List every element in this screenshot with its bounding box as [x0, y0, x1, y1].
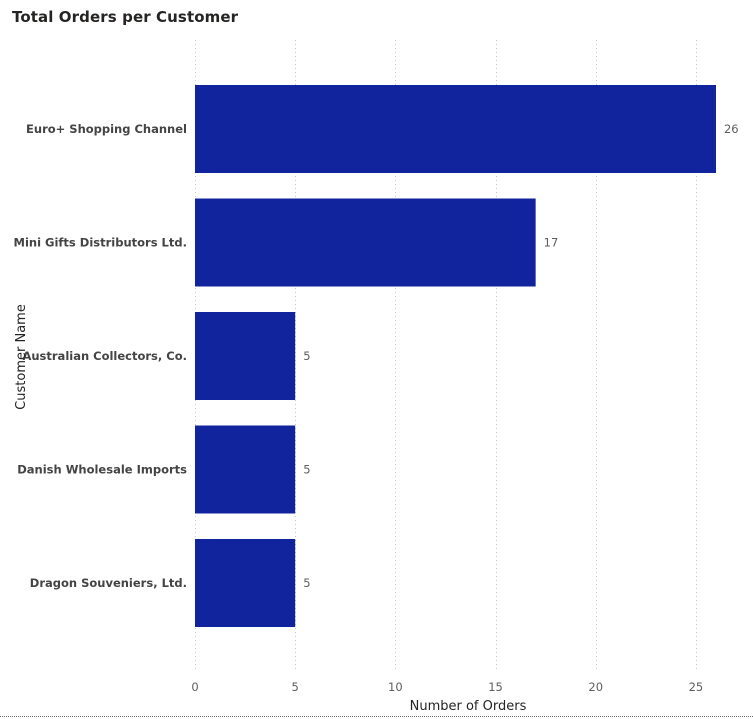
y-category-label: Dragon Souveniers, Ltd.	[30, 576, 187, 590]
x-tick-label: 10	[388, 680, 403, 694]
y-axis-title: Customer Name	[14, 304, 29, 410]
x-tick-label: 20	[588, 680, 603, 694]
bars	[195, 85, 716, 627]
bar[interactable]	[195, 312, 296, 400]
bar[interactable]	[195, 198, 536, 287]
chart-title: Total Orders per Customer	[12, 8, 239, 26]
bottom-border	[0, 716, 753, 717]
bar[interactable]	[195, 425, 296, 514]
x-tick-label: 15	[488, 680, 503, 694]
y-category-label: Mini Gifts Distributors Ltd.	[14, 236, 187, 250]
data-label: 26	[724, 122, 739, 136]
labels: 0 5 10 15 20 25 Euro+ Shopping Channel 26 Mini G…	[14, 122, 739, 694]
x-axis-title: Number of Orders	[410, 699, 527, 714]
data-label: 5	[303, 349, 310, 363]
data-label: 5	[303, 576, 310, 590]
y-category-label: Australian Collectors, Co.	[22, 349, 187, 363]
data-label: 5	[303, 463, 310, 477]
x-tick-label: 0	[191, 680, 198, 694]
y-category-label: Danish Wholesale Imports	[17, 463, 187, 477]
y-category-label: Euro+ Shopping Channel	[26, 122, 187, 136]
data-label: 17	[544, 236, 559, 250]
x-tick-label: 5	[292, 680, 299, 694]
bar[interactable]	[195, 85, 716, 173]
x-tick-label: 25	[689, 680, 704, 694]
bar[interactable]	[195, 539, 296, 627]
